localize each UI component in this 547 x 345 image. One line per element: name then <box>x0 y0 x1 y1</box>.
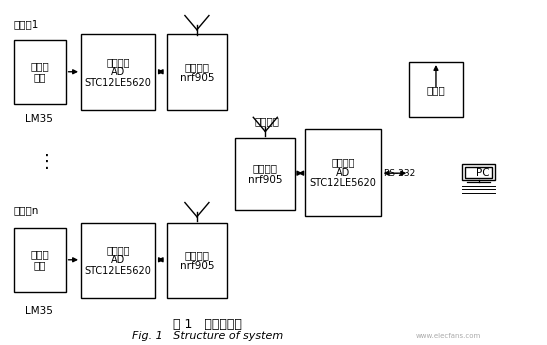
Text: 控制中心: 控制中心 <box>254 116 280 126</box>
Text: nrf905: nrf905 <box>248 175 283 185</box>
Bar <box>409 62 463 117</box>
Text: 微控制器: 微控制器 <box>331 157 354 167</box>
Bar <box>235 138 295 210</box>
Bar <box>167 223 227 298</box>
Bar <box>462 164 495 180</box>
Text: 显示器: 显示器 <box>427 85 445 95</box>
Bar <box>14 40 66 104</box>
Text: nrf905: nrf905 <box>179 261 214 271</box>
Text: 传感器: 传感器 <box>30 249 49 259</box>
Text: 射频芯片: 射频芯片 <box>253 164 278 174</box>
Text: 图 1   系统结构图: 图 1 系统结构图 <box>173 318 242 331</box>
Text: 监测器1: 监测器1 <box>14 19 39 29</box>
Text: 微控制器: 微控制器 <box>106 245 130 255</box>
Text: STC12LE5620: STC12LE5620 <box>84 78 152 88</box>
Text: AD: AD <box>110 68 125 77</box>
Text: 温度: 温度 <box>33 72 46 82</box>
Text: 传感器: 传感器 <box>30 61 49 71</box>
Bar <box>14 228 66 292</box>
Text: PC: PC <box>476 168 490 178</box>
Text: ⋮: ⋮ <box>38 153 55 171</box>
Text: 微控制器: 微控制器 <box>106 57 130 67</box>
Bar <box>81 223 155 298</box>
Bar <box>167 34 227 110</box>
Text: Fig. 1   Structure of system: Fig. 1 Structure of system <box>132 332 283 341</box>
Text: 温度: 温度 <box>33 260 46 270</box>
Text: 射频芯片: 射频芯片 <box>184 62 210 72</box>
Bar <box>465 167 492 178</box>
Text: STC12LE5620: STC12LE5620 <box>84 266 152 276</box>
Text: www.elecfans.com: www.elecfans.com <box>416 333 481 339</box>
Text: nrf905: nrf905 <box>179 73 214 83</box>
Bar <box>81 34 155 110</box>
Text: STC12LE5620: STC12LE5620 <box>310 178 376 188</box>
Text: RS-232: RS-232 <box>383 169 415 178</box>
Text: LM35: LM35 <box>26 306 53 315</box>
Text: LM35: LM35 <box>26 114 53 124</box>
Text: 射频芯片: 射频芯片 <box>184 250 210 260</box>
Text: AD: AD <box>336 168 350 177</box>
Text: 监测器n: 监测器n <box>14 206 39 215</box>
Text: AD: AD <box>110 256 125 265</box>
Bar <box>305 129 381 216</box>
